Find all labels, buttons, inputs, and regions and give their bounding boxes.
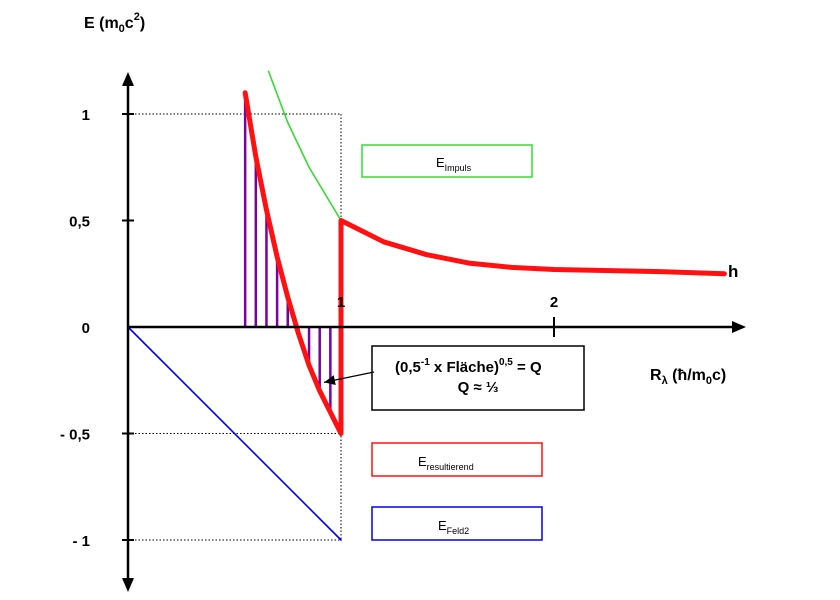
y-tick-label-1: 0,5 <box>69 214 90 231</box>
legend-resultierend: Eresultierend <box>371 442 543 477</box>
svg-text:EFeld2: EFeld2 <box>438 518 469 536</box>
x-tick-label-1: 2 <box>550 294 558 311</box>
y-axis-arrow-top <box>122 72 134 86</box>
svg-text:EImpuls: EImpuls <box>436 155 472 173</box>
series-line-resultierend <box>242 90 727 436</box>
x-axis-label: Rλ (ħ/m0c) <box>650 367 726 387</box>
y-tick-label-4: - 1 <box>72 533 90 550</box>
annotation-box: (0,5-1 x Fläche)0,5 = Q Q ≈ ⅓ <box>323 345 585 411</box>
annotation-arrow-head <box>323 375 336 386</box>
x-axis-arrow <box>732 321 746 333</box>
y-tick-label-3: - 0,5 <box>60 427 90 444</box>
legend-feld2: EFeld2 <box>371 506 543 541</box>
legend-impuls: EImpuls <box>361 144 533 178</box>
annotation-line-1: (0,5-1 x Fläche)0,5 = Q <box>395 357 542 376</box>
y-tick-label-0: 1 <box>82 107 90 124</box>
curve-label-h: h <box>728 262 738 281</box>
series-line-impuls <box>267 70 342 222</box>
svg-text:Eresultierend: Eresultierend <box>418 454 474 472</box>
axes <box>122 72 746 592</box>
y-axis-arrow-bottom <box>122 578 134 592</box>
series-lines <box>127 70 727 541</box>
y-ticks: 1 0,5 0 - 0,5 - 1 <box>60 107 134 550</box>
series-line-feld2 <box>127 326 342 541</box>
y-tick-label-2: 0 <box>82 320 90 337</box>
annotation-line-2: Q ≈ ⅓ <box>458 379 499 396</box>
x-tick-label-0: 1 <box>337 294 345 311</box>
y-axis-label: E (m0c2) <box>84 11 145 35</box>
